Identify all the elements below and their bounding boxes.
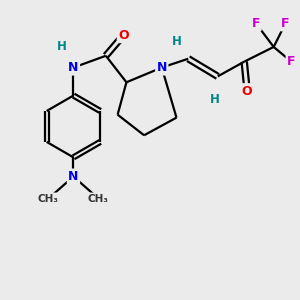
Text: N: N — [157, 61, 167, 74]
Text: H: H — [57, 40, 67, 53]
Text: N: N — [68, 170, 79, 183]
Text: N: N — [68, 61, 79, 74]
Text: F: F — [287, 55, 296, 68]
Text: H: H — [210, 93, 220, 106]
Text: O: O — [242, 85, 253, 98]
Text: O: O — [118, 29, 129, 42]
Text: CH₃: CH₃ — [88, 194, 109, 204]
Text: F: F — [252, 17, 260, 30]
Text: F: F — [281, 17, 290, 30]
Text: CH₃: CH₃ — [38, 194, 59, 204]
Text: H: H — [172, 34, 182, 48]
